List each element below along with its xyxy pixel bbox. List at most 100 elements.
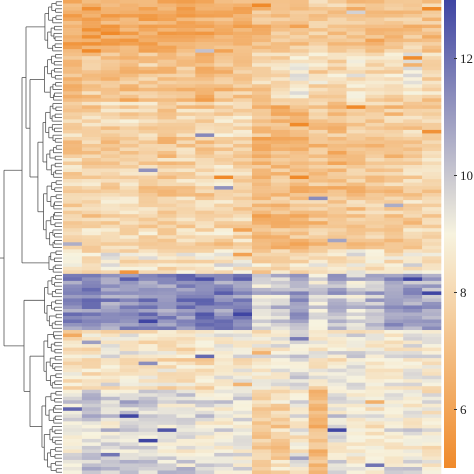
heatmap-cell [176,410,196,415]
heatmap-cell [176,231,196,236]
heatmap-cell [100,256,120,261]
heatmap-cell [176,266,196,271]
heatmap-cell [214,231,234,236]
heatmap-cell [346,347,366,352]
heatmap-cell [233,344,253,348]
heatmap-cell [289,207,309,211]
heatmap-cell [270,365,291,369]
heatmap-cell [365,0,385,4]
heatmap-cell [176,407,196,412]
heatmap-cell [403,410,423,415]
heatmap-cell [81,63,102,68]
heatmap-cell [422,14,442,18]
heatmap-cell [289,105,309,110]
heatmap-cell [384,133,404,138]
heatmap-cell [327,161,347,166]
heatmap-cell [384,330,404,334]
heatmap-cell [289,108,309,113]
heatmap-cell [176,291,196,296]
heatmap-cell [384,238,404,243]
heatmap-cell [289,463,309,468]
heatmap-cell [384,344,404,348]
heatmap-cell [119,24,139,29]
heatmap-cell [422,403,442,408]
heatmap-cell [365,21,385,25]
heatmap-cell [346,80,366,85]
heatmap-cell [365,466,385,471]
heatmap-cell [289,333,309,338]
heatmap-cell [100,105,120,110]
heatmap-cell [403,122,423,127]
heatmap-cell [63,193,83,197]
heatmap-cell [346,98,366,103]
heatmap-cell [81,386,102,391]
heatmap-cell [403,252,423,257]
heatmap-cell [63,428,83,433]
heatmap-cell [195,449,215,454]
heatmap-cell [138,0,158,4]
heatmap-cell [422,231,442,236]
heatmap-cell [138,438,158,443]
heatmap-cell [119,200,139,204]
heatmap-cell [233,242,253,247]
heatmap-cell [214,301,234,306]
heatmap-cell [308,207,328,211]
heatmap-cell [384,284,404,289]
heatmap-cell [327,386,347,391]
heatmap-cell [327,0,347,4]
heatmap-cell [422,435,442,440]
heatmap-cell [270,52,291,57]
heatmap-cell [308,193,328,197]
heatmap-cell [157,445,177,450]
heatmap-cell [100,154,120,159]
heatmap-cell [214,84,234,89]
heatmap-cell [63,158,83,162]
heatmap-cell [195,235,215,240]
heatmap-cell [100,245,120,250]
heatmap-cell [365,221,385,226]
heatmap-cell [403,3,423,8]
heatmap-cell [176,49,196,53]
heatmap-cell [81,245,102,250]
heatmap-cell [270,266,291,271]
heatmap-cell [327,136,347,141]
heatmap-cell [63,459,83,464]
heatmap-cell [308,217,328,222]
heatmap-cell [195,7,215,11]
heatmap-cell [365,294,385,299]
heatmap-cell [403,347,423,352]
heatmap-cell [422,270,442,275]
heatmap-cell [327,119,347,124]
heatmap-cell [403,80,423,85]
heatmap-cell [403,308,423,313]
heatmap-cell [422,91,442,96]
heatmap-cell [119,63,139,68]
heatmap-cell [176,389,196,394]
heatmap-cell [214,87,234,92]
heatmap-cell [214,161,234,166]
heatmap-cell [157,231,177,236]
heatmap-cell [138,351,158,355]
heatmap-cell [81,466,102,471]
heatmap-cell [346,168,366,173]
heatmap-cell [119,217,139,222]
heatmap-cell [138,182,158,187]
heatmap-cell [100,77,120,82]
heatmap-cell [252,17,272,22]
heatmap-cell [157,91,177,96]
heatmap-cell [270,287,291,292]
heatmap-cell [308,115,328,120]
heatmap-cell [157,80,177,85]
heatmap-cell [403,35,423,39]
heatmap-cell [100,143,120,148]
heatmap-cell [195,228,215,233]
heatmap-cell [119,344,139,348]
heatmap-cell [365,344,385,348]
heatmap-cell [233,259,253,264]
heatmap-cell [214,119,234,124]
heatmap-cell [308,126,328,131]
heatmap-cell [270,214,291,218]
heatmap-cell [252,59,272,64]
heatmap-cell [422,126,442,131]
heatmap-cell [119,136,139,141]
